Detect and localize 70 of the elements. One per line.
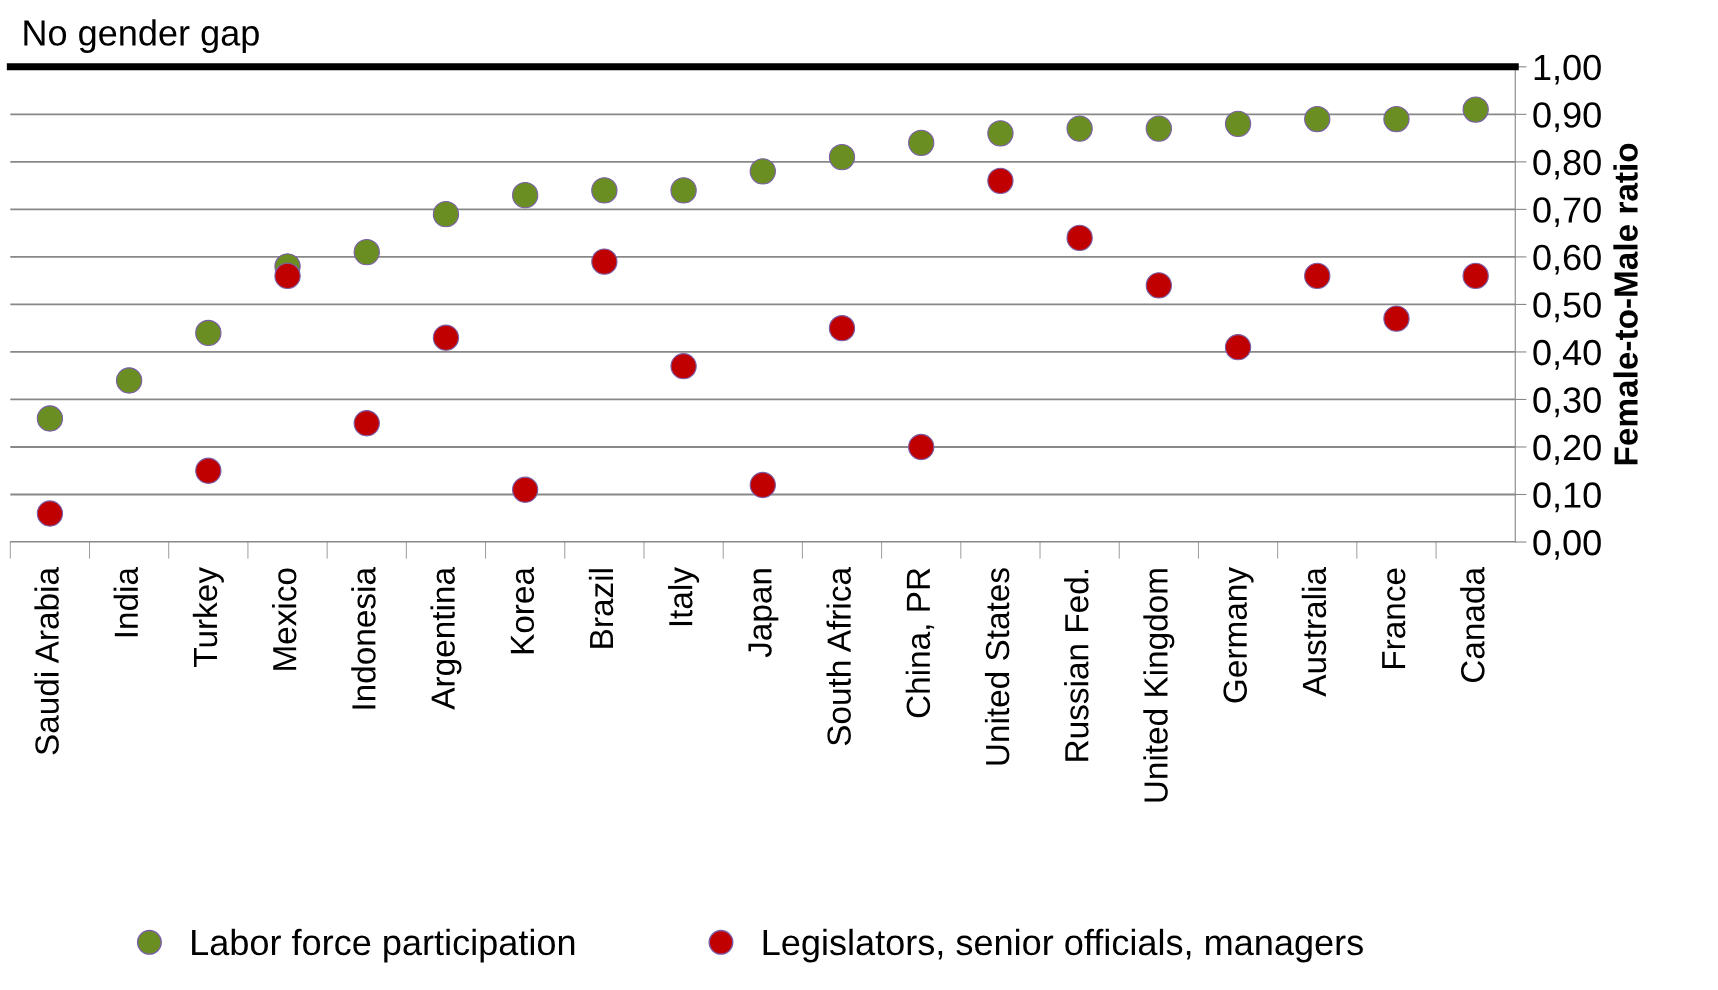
x-tick-label: India — [113, 567, 139, 637]
x-tick-label: Japan — [748, 569, 779, 658]
point — [987, 167, 1014, 195]
point — [115, 367, 143, 394]
point — [274, 262, 301, 290]
x-tick-label: Saudi Arabia — [34, 567, 59, 755]
point — [749, 471, 776, 499]
point — [353, 410, 380, 437]
x-tick-label: Germany — [1223, 567, 1254, 703]
x-tick-label: Turkey — [192, 567, 224, 667]
x-tick-label: Brazil — [588, 569, 614, 648]
point — [1066, 224, 1093, 252]
y-axis-title: Female-to-Male ratio — [1613, 143, 1638, 465]
y-tick-label: 0,20 — [1533, 434, 1601, 465]
point — [670, 353, 697, 380]
point — [1224, 334, 1252, 361]
x-tick-label: Argentina — [430, 567, 462, 710]
point — [36, 405, 64, 432]
y-tick-label: 1,00 — [1534, 54, 1601, 85]
point — [1383, 105, 1410, 133]
y-tick-label: 0,60 — [1533, 244, 1601, 275]
y-tick-label: 0,90 — [1533, 102, 1601, 133]
point — [828, 315, 856, 342]
point — [195, 457, 222, 484]
point — [749, 158, 776, 185]
x-tick-label: United States — [984, 568, 1010, 765]
point — [511, 181, 539, 209]
legend-label: Legislators, senior officials, managers — [763, 928, 1363, 963]
x-tick-label: France — [1382, 568, 1406, 669]
legend-label: Labor force participation — [192, 928, 575, 963]
x-tick-label: Canada — [1460, 567, 1485, 683]
x-tick-label: Mexico — [272, 568, 297, 670]
point — [511, 476, 539, 503]
y-tick-label: 0,30 — [1533, 387, 1601, 418]
point — [1383, 305, 1410, 332]
point — [591, 248, 618, 275]
point — [36, 500, 64, 527]
point — [591, 177, 618, 204]
point — [1145, 115, 1173, 142]
x-tick-label: South Africa — [826, 567, 851, 746]
y-tick-label: 0,10 — [1533, 482, 1601, 513]
point — [670, 177, 697, 204]
point — [1462, 96, 1489, 123]
x-tick-label: Australia — [1301, 567, 1327, 697]
point — [1145, 272, 1173, 299]
point — [987, 120, 1014, 147]
point — [1224, 110, 1252, 138]
point — [908, 129, 935, 157]
point — [432, 324, 460, 351]
point — [828, 143, 856, 171]
x-tick-label: United Kingdom — [1143, 569, 1175, 802]
x-tick-label: Italy — [668, 567, 700, 626]
y-tick-label: 0,80 — [1533, 149, 1601, 180]
point — [1462, 262, 1489, 290]
point — [353, 238, 380, 266]
point — [908, 433, 935, 461]
point — [1066, 115, 1093, 142]
x-tick-label: China, PR — [905, 568, 935, 718]
point — [432, 200, 460, 228]
y-tick-label: 0,40 — [1533, 339, 1601, 370]
point — [1304, 262, 1331, 290]
point — [1304, 105, 1331, 133]
point — [195, 319, 222, 347]
y-tick-label: 0,70 — [1533, 197, 1601, 228]
ref-line-label: No gender gap — [24, 19, 259, 53]
x-tick-label: Russian Fed. — [1064, 570, 1089, 761]
x-tick-label: Indonesia — [351, 567, 376, 709]
y-tick-label: 0,50 — [1533, 292, 1601, 323]
y-tick-label: 0,00 — [1533, 529, 1601, 560]
x-tick-label: Korea — [510, 567, 535, 654]
